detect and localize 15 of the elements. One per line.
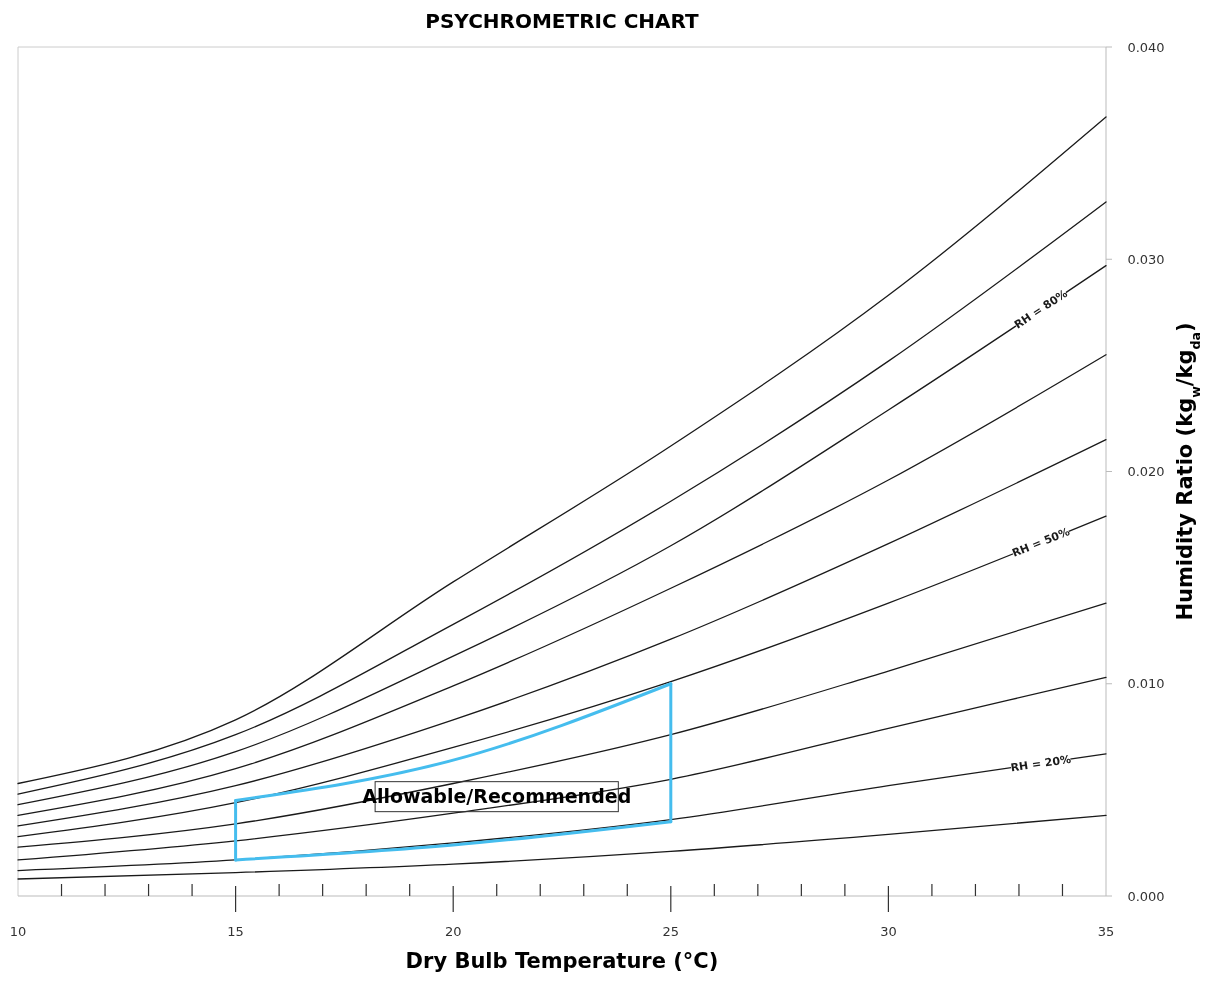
y-tick-label: 0.000 (1127, 888, 1165, 904)
y-tick-label: 0.030 (1127, 251, 1165, 267)
x-tick-label: 20 (444, 924, 462, 939)
x-tick-label: 10 (9, 924, 27, 939)
x-tick-label: 25 (662, 924, 680, 939)
x-tick-label: 15 (227, 924, 244, 939)
x-tick-label: 30 (880, 924, 897, 939)
y-tick-label: 0.040 (1127, 39, 1165, 55)
y-tick-label: 0.020 (1127, 464, 1165, 480)
x-tick-label: 35 (1097, 924, 1115, 939)
chart-title: PSYCHROMETRIC CHART (425, 9, 700, 33)
text: RH = 20% (1009, 752, 1072, 775)
x-axis-title: Dry Bulb Temperature (°C) (405, 949, 719, 973)
y-tick-label: 0.010 (1127, 676, 1165, 692)
text: RH = 50% (1010, 525, 1072, 560)
